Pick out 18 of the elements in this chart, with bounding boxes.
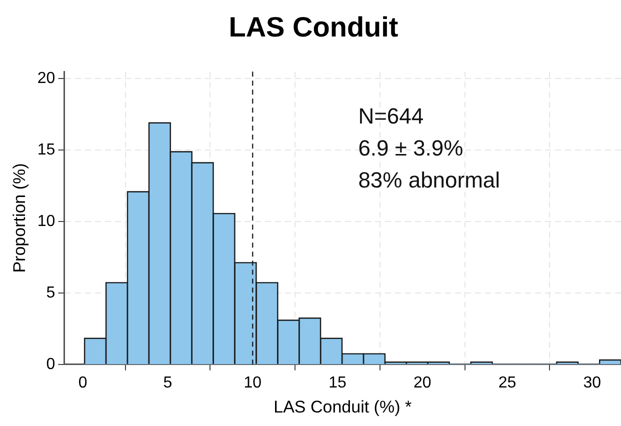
x-tick-label: 0	[78, 374, 88, 392]
y-tick-label: 15	[37, 142, 56, 159]
chart-title: LAS Conduit	[228, 12, 398, 43]
y-tick-label: 10	[37, 212, 56, 230]
y-tick-label: 5	[46, 284, 56, 302]
x-tick-label: 5	[163, 374, 172, 392]
annotation: 83% abnormal	[358, 168, 500, 193]
x-tick-label: 20	[413, 374, 432, 392]
x-tick-label: 15	[328, 374, 347, 392]
x-axis-title: LAS Conduit (%) *	[274, 397, 412, 416]
x-tick-label: 10	[244, 374, 262, 392]
y-axis-title: Proportion (%)	[10, 163, 29, 273]
annotation: N=644	[358, 104, 424, 129]
y-tick-label: 20	[37, 70, 56, 88]
y-tick-label: 0	[46, 356, 56, 373]
x-tick-label: 25	[498, 374, 516, 392]
annotation: 6.9 ± 3.9%	[358, 136, 464, 161]
x-tick-label: 30	[583, 374, 602, 392]
